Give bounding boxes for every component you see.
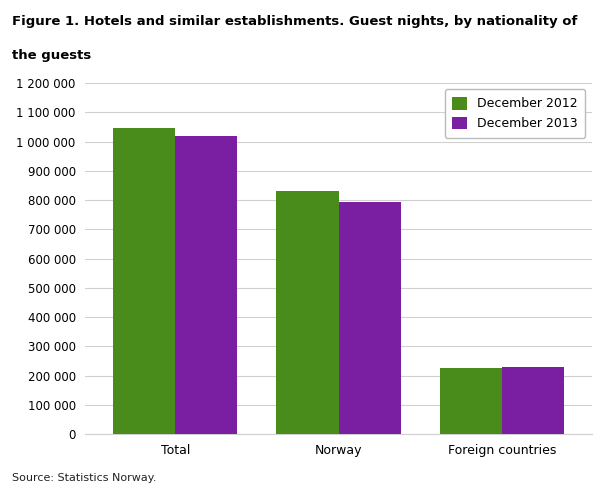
Bar [175,136,237,434]
Text: Source: Statistics Norway.: Source: Statistics Norway. [12,473,157,483]
Bar [440,368,502,434]
Bar [339,202,401,434]
Legend: December 2012, December 2013: December 2012, December 2013 [445,89,586,138]
Text: Figure 1. Hotels and similar establishments. Guest nights, by nationality of: Figure 1. Hotels and similar establishme… [12,15,578,28]
Bar [276,191,339,434]
Bar [113,128,175,434]
Bar [502,367,564,434]
Text: the guests: the guests [12,49,92,62]
